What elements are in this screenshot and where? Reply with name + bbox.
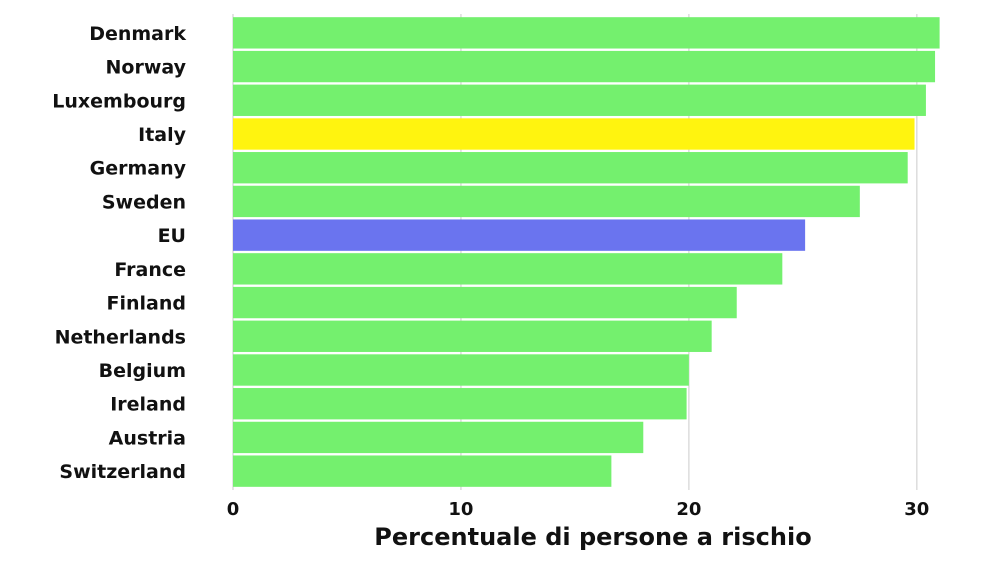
bar-norway (233, 50, 936, 83)
category-label-ireland: Ireland (110, 394, 186, 416)
category-label-france: France (114, 259, 186, 281)
category-labels: Denmark Norway Luxembourg Italy Germany Swede… (52, 23, 186, 483)
category-label-eu: EU (158, 225, 186, 247)
x-tick-label-0: 0 (227, 499, 240, 520)
x-tick-label-30: 30 (904, 499, 929, 520)
category-label-sweden: Sweden (102, 191, 186, 213)
category-label-switzerland: Switzerland (59, 461, 186, 483)
category-label-finland: Finland (107, 293, 186, 315)
bars (233, 17, 940, 487)
bar-finland (233, 286, 737, 319)
category-label-germany: Germany (90, 158, 187, 180)
bar-netherlands (233, 320, 712, 352)
bar-sweden (233, 185, 860, 218)
bar-austria (233, 421, 644, 454)
bar-switzerland (233, 455, 612, 487)
bar-ireland (233, 388, 687, 420)
bar-france (233, 253, 783, 285)
bar-denmark (233, 17, 940, 49)
category-label-netherlands: Netherlands (55, 326, 186, 348)
x-tick-label-10: 10 (448, 499, 473, 520)
category-label-norway: Norway (106, 57, 187, 79)
bar-belgium (233, 354, 689, 386)
category-label-austria: Austria (109, 427, 186, 449)
category-label-denmark: Denmark (89, 23, 186, 45)
bar-eu (233, 219, 806, 251)
category-label-italy: Italy (138, 124, 186, 146)
bar-italy (233, 118, 915, 150)
category-label-belgium: Belgium (99, 360, 186, 382)
category-label-luxembourg: Luxembourg (52, 90, 186, 112)
bar-luxembourg (233, 84, 926, 116)
x-tick-label-20: 20 (676, 499, 701, 520)
x-tick-labels: 0 10 20 30 (227, 499, 930, 520)
x-axis-title: Percentuale di persone a rischio (374, 523, 811, 551)
bar-germany (233, 152, 908, 184)
